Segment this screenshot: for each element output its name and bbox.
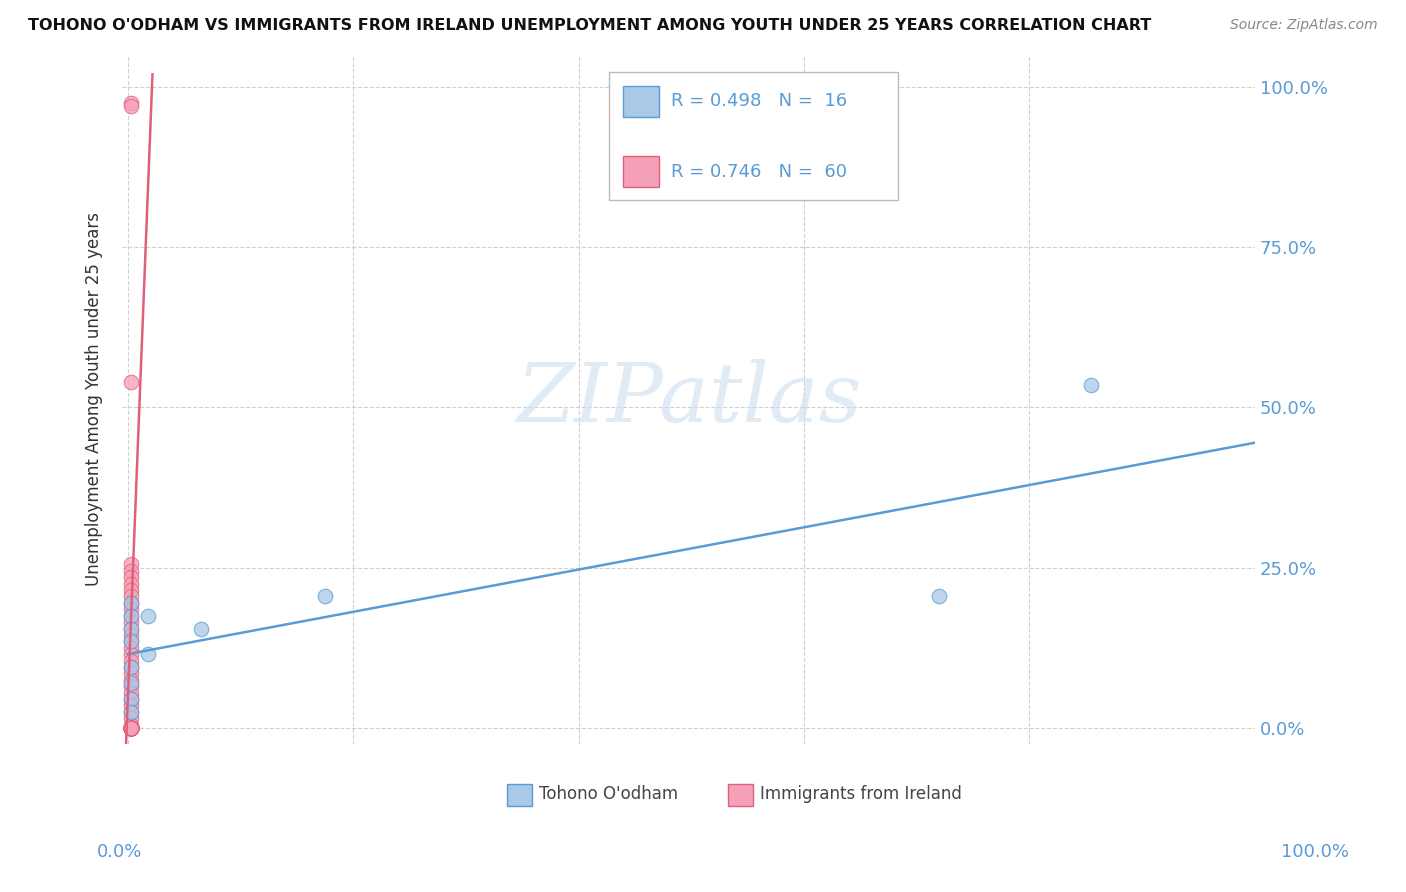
Point	[120, 576, 142, 591]
Point	[136, 608, 159, 623]
Point	[120, 721, 142, 735]
Point	[120, 375, 142, 389]
Point	[120, 676, 142, 690]
Point	[120, 634, 142, 648]
Point	[120, 721, 142, 735]
Point	[120, 721, 142, 735]
Point	[120, 596, 142, 610]
Point	[120, 721, 142, 735]
Point	[120, 698, 142, 713]
Point	[120, 622, 142, 636]
Point	[120, 647, 142, 661]
Point	[120, 602, 142, 616]
Point	[120, 705, 142, 719]
Point	[120, 721, 142, 735]
Point	[120, 685, 142, 699]
Point	[120, 721, 142, 735]
Point	[120, 721, 142, 735]
Point	[120, 583, 142, 598]
Point	[120, 570, 142, 584]
Point	[120, 721, 142, 735]
Point	[120, 721, 142, 735]
FancyBboxPatch shape	[508, 784, 531, 805]
Text: 0.0%: 0.0%	[97, 843, 142, 861]
Point	[120, 717, 142, 731]
Point	[120, 721, 142, 735]
Text: Immigrants from Ireland: Immigrants from Ireland	[759, 785, 962, 803]
Point	[120, 721, 142, 735]
Point	[120, 679, 142, 693]
Point	[120, 99, 142, 113]
Point	[120, 660, 142, 674]
Point	[120, 634, 142, 648]
Point	[120, 721, 142, 735]
Text: TOHONO O'ODHAM VS IMMIGRANTS FROM IRELAND UNEMPLOYMENT AMONG YOUTH UNDER 25 YEAR: TOHONO O'ODHAM VS IMMIGRANTS FROM IRELAN…	[28, 18, 1152, 33]
Point	[120, 596, 142, 610]
Point	[120, 721, 142, 735]
Point	[928, 590, 950, 604]
Point	[120, 721, 142, 735]
Point	[120, 721, 142, 735]
Point	[136, 647, 159, 661]
Text: ZIPatlas: ZIPatlas	[516, 359, 862, 440]
Point	[120, 721, 142, 735]
FancyBboxPatch shape	[728, 784, 754, 805]
Point	[120, 721, 142, 735]
Point	[120, 711, 142, 725]
Point	[120, 721, 142, 735]
Text: R = 0.746   N =  60: R = 0.746 N = 60	[672, 163, 848, 181]
Point	[120, 721, 142, 735]
Point	[120, 558, 142, 572]
Point	[120, 608, 142, 623]
Point	[120, 721, 142, 735]
Point	[120, 721, 142, 735]
Point	[120, 721, 142, 735]
Point	[120, 692, 142, 706]
Point	[190, 622, 212, 636]
Point	[120, 622, 142, 636]
Point	[120, 721, 142, 735]
Point	[120, 608, 142, 623]
Text: 100.0%: 100.0%	[1281, 843, 1348, 861]
Point	[120, 721, 142, 735]
Point	[120, 564, 142, 578]
Point	[120, 96, 142, 111]
Point	[120, 654, 142, 668]
Point	[120, 705, 142, 719]
Point	[120, 640, 142, 655]
Point	[120, 721, 142, 735]
Point	[314, 590, 336, 604]
Point	[120, 721, 142, 735]
Point	[120, 692, 142, 706]
Point	[120, 721, 142, 735]
Point	[120, 590, 142, 604]
Y-axis label: Unemployment Among Youth under 25 years: Unemployment Among Youth under 25 years	[86, 212, 103, 586]
Text: Tohono O'odham: Tohono O'odham	[538, 785, 678, 803]
Point	[120, 666, 142, 681]
Point	[120, 628, 142, 642]
Point	[120, 721, 142, 735]
FancyBboxPatch shape	[609, 72, 898, 200]
Point	[1080, 378, 1102, 392]
Point	[120, 673, 142, 687]
Point	[120, 721, 142, 735]
FancyBboxPatch shape	[623, 156, 659, 187]
Text: Source: ZipAtlas.com: Source: ZipAtlas.com	[1230, 18, 1378, 32]
Text: R = 0.498   N =  16: R = 0.498 N = 16	[672, 92, 848, 111]
FancyBboxPatch shape	[623, 87, 659, 117]
Point	[120, 615, 142, 629]
Point	[120, 721, 142, 735]
Point	[120, 660, 142, 674]
Point	[120, 721, 142, 735]
